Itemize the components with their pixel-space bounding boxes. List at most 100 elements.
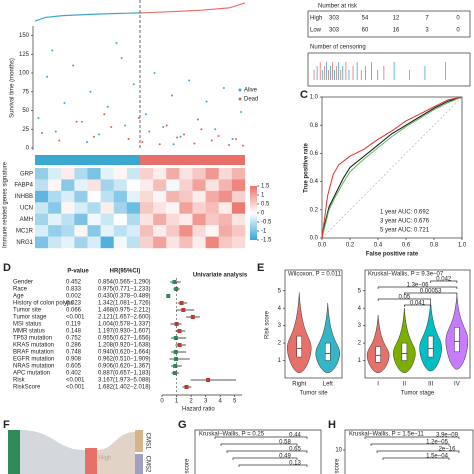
- heat-cell: [126, 236, 141, 249]
- heat-cell: [205, 190, 219, 203]
- y-tick-label: 2: [358, 341, 362, 347]
- hr-point: [206, 378, 211, 382]
- heat-cell: [166, 179, 180, 192]
- y-tick-label: 150: [19, 33, 30, 39]
- heat-cell: [231, 202, 246, 214]
- comparison-label: 1.5e−04: [426, 454, 449, 460]
- heat-cell: [87, 236, 101, 249]
- hr-point: [173, 350, 178, 354]
- bracket: [377, 286, 458, 289]
- heat-cell: [48, 202, 62, 214]
- violin: [287, 292, 312, 374]
- heat-cell: [35, 236, 49, 249]
- heat-cell: [126, 225, 141, 237]
- box: [427, 335, 434, 358]
- heat-cell: [192, 225, 206, 237]
- y-tick-label: 0: [26, 146, 30, 152]
- heat-cell: [74, 179, 88, 192]
- roc-line: [321, 96, 463, 239]
- comparison-label: 2e−16: [439, 447, 457, 453]
- hr-point: [166, 294, 171, 298]
- gene-label: AMH: [20, 217, 33, 223]
- risk-count: 60: [362, 28, 369, 34]
- heat-cell: [35, 179, 49, 192]
- hr-label: 0.854(0.565−1.290): [98, 280, 151, 286]
- annotation: Wilcoxon, P = 0.011: [288, 272, 342, 278]
- heat-cell: [218, 213, 233, 226]
- heat-cell: [61, 236, 75, 249]
- colorbar-label: 0.5: [261, 202, 270, 208]
- x-axis-title: Tumor site: [299, 391, 328, 397]
- x-tick-label: 0: [160, 399, 164, 405]
- row-name: Race: [13, 287, 28, 293]
- point: [210, 139, 213, 142]
- point: [172, 143, 175, 146]
- panel-label: E: [257, 262, 264, 274]
- heat-cell: [100, 179, 114, 192]
- p-value: 0.023: [66, 301, 82, 307]
- point: [179, 135, 182, 138]
- y-tick-label: 5: [278, 288, 282, 294]
- heat-cell: [113, 213, 128, 226]
- box: [401, 342, 408, 361]
- x-tick-label: 0.0: [318, 243, 327, 249]
- risk-row-name: Low: [310, 28, 322, 34]
- point: [228, 144, 231, 146]
- heat-cell: [153, 236, 167, 249]
- heat-cell: [166, 213, 180, 226]
- bracket: [370, 443, 450, 446]
- hr-label: 3.167(1.973−5.088): [98, 378, 151, 384]
- roc-line: [321, 96, 463, 239]
- x-tick-label: 0.4: [374, 243, 383, 249]
- row-name: Tumor site: [13, 308, 42, 314]
- panel-label: C: [300, 89, 308, 101]
- hr-point: [179, 301, 184, 305]
- y-tick-label: 10: [335, 448, 342, 454]
- heat-cell: [100, 236, 114, 249]
- y-tick-label: 1: [278, 358, 282, 364]
- x-tick-label: IV: [454, 382, 460, 388]
- risk-count: 12: [393, 16, 400, 22]
- diagonal: [321, 96, 463, 239]
- colorbar-label: 1: [261, 193, 265, 199]
- violin: [315, 302, 340, 374]
- risk-count: 3: [425, 28, 429, 34]
- hr-label: 0.940(0.620−1.664): [98, 350, 151, 356]
- risk-count: 7: [425, 16, 429, 22]
- y-tick-label: 1: [358, 358, 362, 364]
- x-axis-title: Tumor stage: [401, 391, 435, 397]
- hr-label: 2.121(1.657−2.600): [98, 315, 151, 321]
- x-tick-label: 2: [189, 399, 193, 405]
- row-name: MSI status: [13, 322, 41, 328]
- comparison-label: 0.65: [289, 447, 301, 453]
- heat-cell: [113, 179, 128, 192]
- risk-count: 303: [329, 16, 340, 22]
- y-tick-label: 4: [278, 306, 282, 312]
- heat-cell: [153, 168, 167, 180]
- row-name: Gender: [13, 280, 33, 286]
- p-value: <0.001: [66, 385, 85, 391]
- row-name: BRAF mutation: [13, 350, 54, 356]
- heat-cell: [153, 213, 167, 226]
- annotation: Kruskal−Wallis, P = 0.25: [199, 432, 265, 438]
- group-bar: [140, 155, 245, 165]
- x-tick-label: 0.8: [430, 243, 439, 249]
- hr-label: 1.682(1.402−2.018): [98, 385, 151, 391]
- bracket: [377, 298, 431, 301]
- heat-cell: [100, 202, 114, 214]
- heat-cell: [100, 190, 114, 203]
- x-tick-label: 1: [175, 399, 179, 405]
- heat-cell: [113, 225, 128, 237]
- comparison-label: 0.05: [399, 295, 411, 301]
- comparison-label: 0.44: [289, 433, 301, 439]
- heat-cell: [140, 190, 154, 203]
- row-name: NRAS mutation: [13, 364, 54, 370]
- heat-cell: [48, 236, 62, 249]
- comparison-label: 1.3e−06: [407, 283, 430, 289]
- colorbar-label: -1: [261, 229, 267, 235]
- heat-cell: [87, 179, 101, 192]
- heatmap-ylabel: Immune related genes signature: [3, 161, 9, 248]
- row-name: APC mutation: [13, 371, 50, 377]
- roc-line: [321, 96, 463, 239]
- heat-cell: [231, 168, 246, 180]
